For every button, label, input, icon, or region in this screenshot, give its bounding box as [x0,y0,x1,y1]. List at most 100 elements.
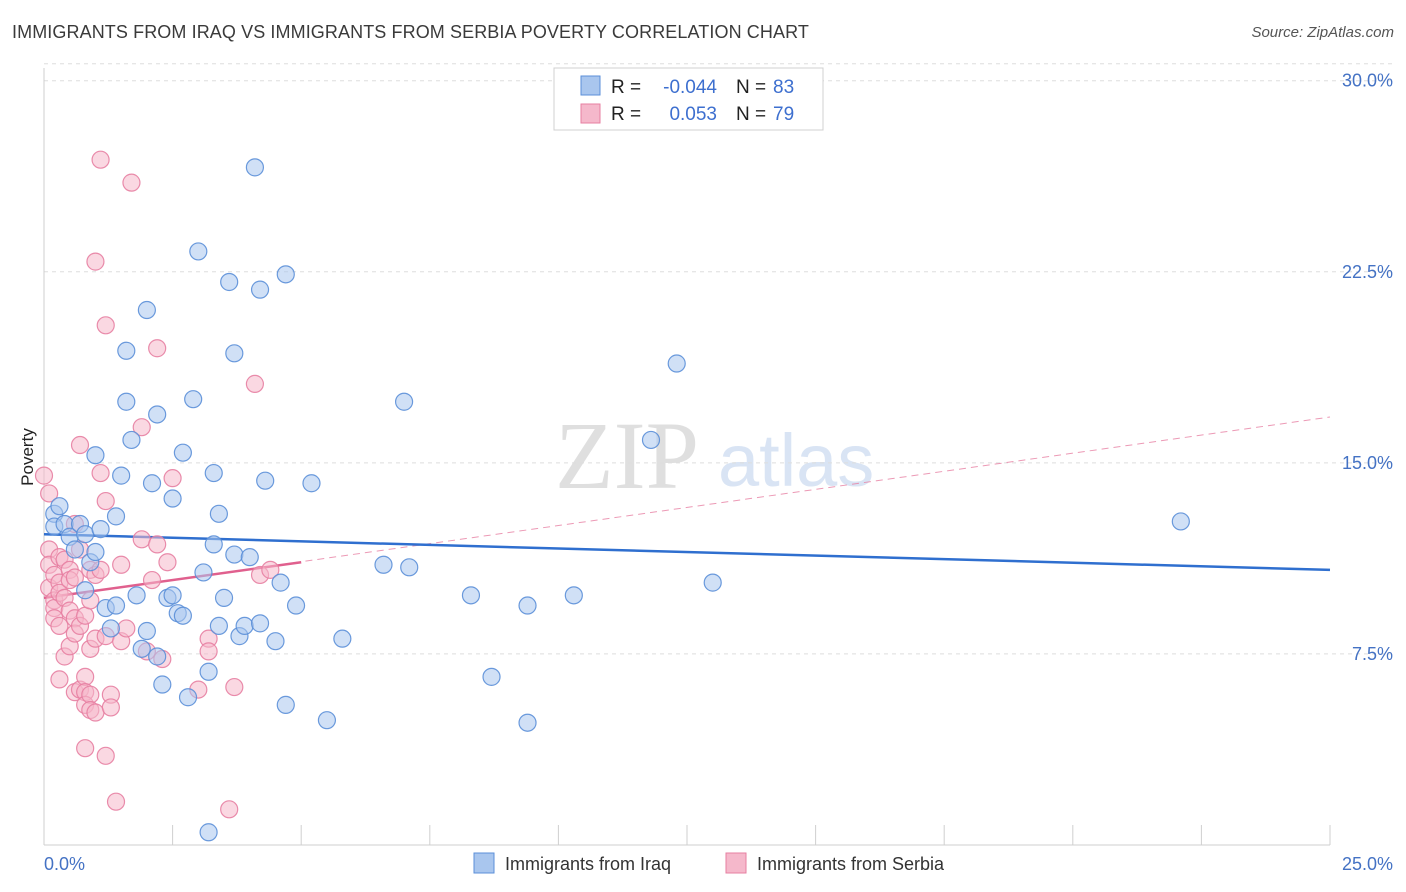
legend-swatch-serbia [580,103,601,124]
point-serbia-62 [148,339,167,358]
point-iraq-40 [199,823,218,842]
point-iraq-38 [194,563,213,582]
point-serbia-57 [122,173,141,192]
x-tick-label-0: 0.0% [44,854,85,874]
legend-n-value-iraq: 83 [773,77,794,98]
point-iraq-50 [235,616,254,636]
point-iraq-19 [117,341,136,360]
point-iraq-26 [148,405,167,424]
point-serbia-38 [81,685,100,704]
point-serbia-65 [158,553,177,572]
point-serbia-59 [132,418,151,437]
point-serbia-45 [91,463,110,483]
point-iraq-59 [276,265,295,284]
point-iraq-37 [189,242,208,261]
point-iraq-57 [271,573,290,592]
point-iraq-27 [148,647,167,666]
point-iraq-67 [461,586,481,605]
point-iraq-16 [106,507,126,526]
point-serbia-69 [199,642,218,661]
watermark-atlas: atlas [718,419,874,502]
point-iraq-25 [142,474,162,493]
series-legend: Immigrants from Iraq Immigrants from Ser… [473,852,945,874]
point-iraq-60 [286,596,306,615]
point-iraq-51 [240,548,259,567]
legend-swatch-iraq [580,75,601,96]
point-serbia-48 [96,491,115,511]
point-serbia-72 [245,374,265,393]
point-iraq-56 [266,632,285,651]
point-serbia-1 [40,484,59,503]
point-iraq-72 [641,430,661,450]
point-iraq-65 [394,392,414,411]
point-iraq-64 [374,555,393,574]
point-iraq-12 [91,520,110,539]
point-iraq-62 [317,711,337,730]
point-iraq-70 [518,596,537,615]
point-iraq-42 [204,463,223,483]
point-iraq-31 [163,489,182,508]
point-serbia-31 [76,667,95,686]
point-iraq-45 [214,588,234,607]
point-iraq-66 [400,558,419,577]
point-iraq-55 [256,471,275,490]
point-serbia-30 [76,606,95,625]
y-tick-labels: 7.5% 15.0% 22.5% 30.0% [1342,71,1393,664]
point-serbia-52 [101,698,120,717]
bottom-legend-swatch-serbia [725,852,747,874]
point-iraq-7 [76,525,95,544]
axes [43,68,1331,846]
y-tick-label-3: 30.0% [1342,71,1393,91]
series-serbia-points [34,150,280,819]
point-iraq-46 [220,272,239,292]
point-iraq-34 [173,443,192,462]
point-serbia-63 [148,535,167,554]
point-iraq-10 [86,542,105,562]
legend-r-value-serbia: 0.053 [669,104,717,125]
x-tick-labels: 0.0% 25.0% [44,854,1393,874]
point-iraq-8 [76,581,95,600]
point-iraq-71 [564,586,583,605]
chart-title: IMMIGRANTS FROM IRAQ VS IMMIGRANTS FROM … [12,22,809,42]
point-serbia-13 [50,670,69,689]
point-serbia-40 [86,252,105,271]
point-iraq-30 [163,586,182,605]
legend-r-value-iraq: -0.044 [663,77,717,98]
series-iraq-points [45,158,1190,842]
point-iraq-61 [302,474,321,493]
point-serbia-58 [132,530,151,549]
legend-n-value-serbia: 79 [773,104,794,125]
bottom-legend-label-serbia: Immigrants from Serbia [757,854,945,874]
y-tick-label-1: 15.0% [1342,453,1393,473]
point-serbia-66 [163,469,182,488]
trend-line-iraq [43,532,1331,572]
point-serbia-0 [34,466,54,485]
point-serbia-26 [70,435,90,455]
point-iraq-68 [482,667,501,686]
point-iraq-20 [122,430,141,450]
legend-r-label-iraq: R = [611,77,641,98]
watermark: ZIP atlas [555,402,874,509]
point-iraq-69 [518,713,537,732]
x-tick-label-1: 25.0% [1342,854,1393,874]
point-serbia-70 [220,800,239,819]
point-serbia-22 [65,568,84,587]
point-serbia-50 [96,746,115,765]
point-iraq-44 [209,504,228,523]
point-iraq-5 [65,540,84,559]
point-iraq-74 [703,573,722,592]
legend-n-label-serbia: N = [736,104,766,125]
point-iraq-48 [225,545,244,564]
point-serbia-61 [142,570,162,590]
point-iraq-22 [132,639,151,658]
point-iraq-35 [178,688,198,707]
point-iraq-15 [106,596,126,615]
source-label: Source: ZipAtlas.com [1251,24,1394,41]
point-iraq-33 [173,606,192,625]
bottom-legend-swatch-iraq [473,852,495,874]
point-serbia-44 [91,150,110,169]
point-iraq-41 [204,535,223,554]
point-serbia-34 [76,739,95,758]
point-iraq-53 [250,280,270,299]
